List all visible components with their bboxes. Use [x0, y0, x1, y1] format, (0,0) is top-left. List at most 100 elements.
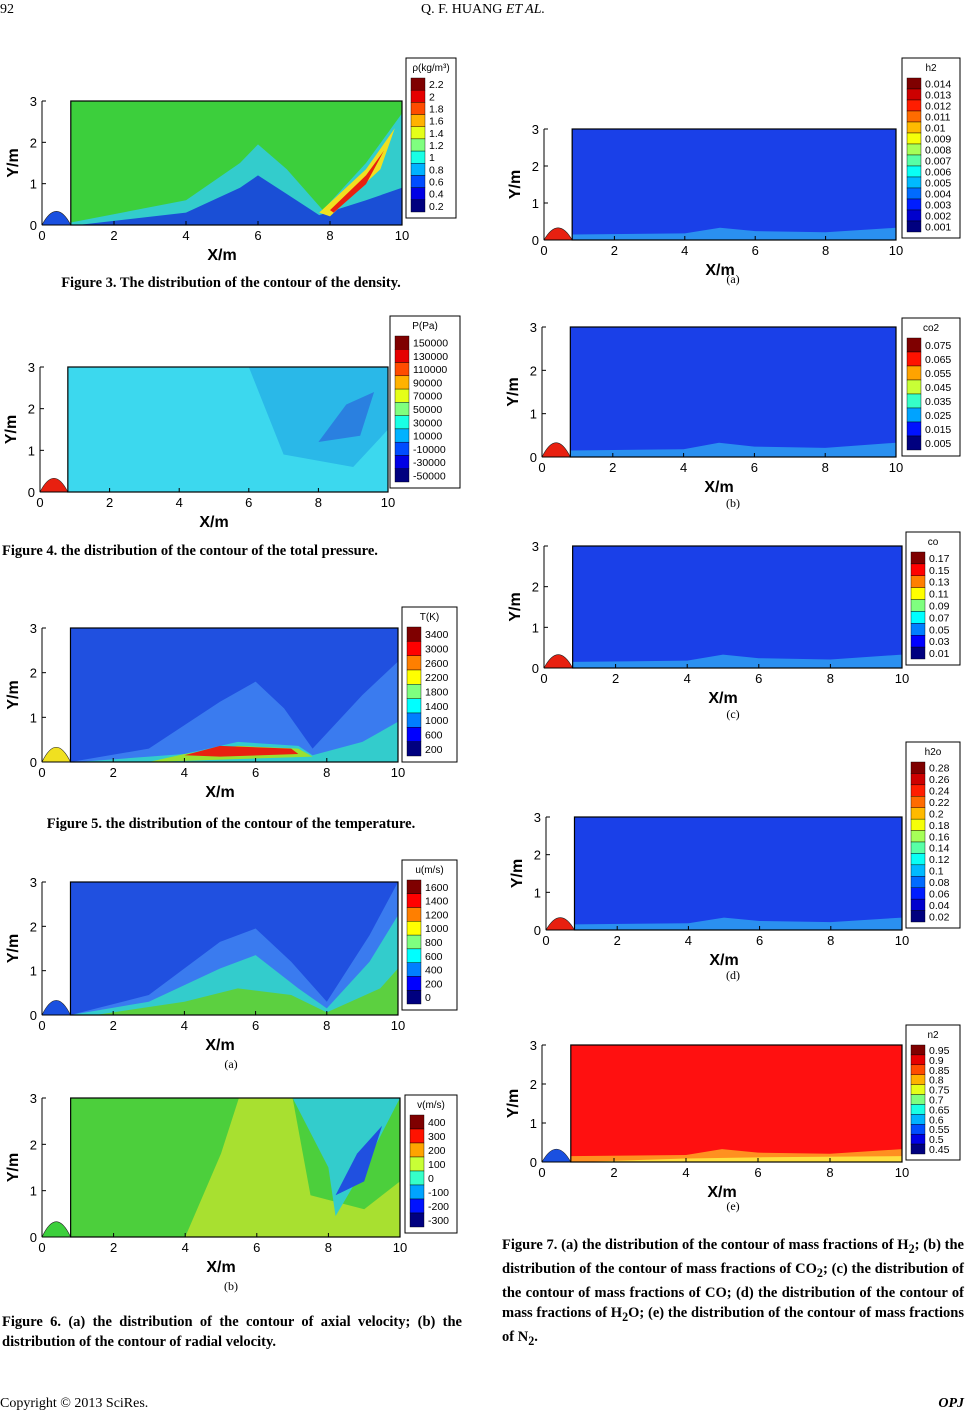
legend-level: 0.001 [925, 222, 951, 234]
legend-level: 0.26 [929, 774, 950, 786]
legend-level: 1400 [425, 701, 449, 713]
legend-swatch [410, 126, 426, 140]
legend-title: u(m/s) [415, 865, 443, 876]
x-tick-label: 10 [393, 1240, 407, 1255]
legend-level: 0.013 [925, 90, 951, 102]
contour-band [70, 915, 398, 1015]
contour-band [318, 392, 375, 442]
legend-level: 2 [429, 91, 435, 103]
x-tick-label: 2 [110, 765, 117, 780]
caption-text: ; (c) the distribution of the contour of… [502, 1260, 964, 1321]
y-axis-label: Y/m [5, 148, 22, 177]
y-tick-label: 2 [30, 1137, 37, 1152]
legend-swatch [910, 551, 926, 565]
legend-level: 0.05 [929, 624, 950, 636]
sub-label: (a) [224, 1057, 237, 1071]
x-tick-label: 6 [254, 228, 261, 243]
legend-swatch [406, 698, 422, 714]
legend-swatch [410, 77, 426, 91]
x-tick-label: 8 [315, 495, 322, 510]
legend-swatch [910, 807, 926, 820]
legend-level: 2200 [425, 672, 449, 684]
x-tick-label: 4 [681, 243, 688, 258]
legend-level: 0.4 [429, 189, 444, 201]
legend-swatch [906, 110, 922, 123]
sub-label: (e) [726, 1199, 739, 1213]
flow-field [572, 129, 896, 240]
legend-swatch [906, 435, 922, 451]
y-tick-label: 3 [532, 539, 539, 554]
legend-level: 0.45 [929, 1144, 950, 1156]
legend-level: 400 [425, 965, 443, 977]
legend-level: 0.6 [429, 177, 444, 189]
legend-swatch [906, 187, 922, 200]
x-tick-label: 10 [395, 228, 409, 243]
legend-swatch [906, 365, 922, 381]
legend-level: 0.1 [929, 866, 944, 878]
legend-level: 30000 [413, 417, 442, 429]
legend-level: 0.009 [925, 134, 951, 146]
legend-swatch [394, 402, 410, 416]
x-tick-label: 4 [684, 671, 691, 686]
legend-swatch [910, 1044, 926, 1056]
legend-swatch [406, 741, 422, 757]
legend-level: 0.22 [929, 797, 950, 809]
legend-swatch [906, 421, 922, 437]
caption-text: Figure 7. (a) the distribution of the co… [502, 1237, 909, 1253]
legend-level: 0.55 [929, 1124, 950, 1136]
x-axis-label: X/m [207, 247, 236, 264]
caption-text: O; (e) the distribution of the contour o… [502, 1304, 964, 1345]
subscript: 2 [816, 1265, 823, 1280]
y-tick-label: 3 [30, 875, 37, 890]
x-axis-label: X/m [707, 1184, 736, 1201]
contour-band [78, 175, 402, 225]
y-tick-label: 2 [530, 363, 537, 378]
contour-band [292, 1098, 400, 1217]
legend-swatch [910, 818, 926, 831]
contour-band [570, 442, 896, 457]
inlet [41, 1000, 71, 1016]
legend-level: 0.17 [929, 553, 950, 565]
legend-level: 0.6 [929, 1114, 944, 1126]
legend-swatch [910, 1054, 926, 1066]
legend-level: 0.8 [929, 1075, 944, 1087]
subscript: 2 [528, 1333, 535, 1348]
legend-level: 100 [428, 1159, 446, 1171]
legend-level: 0.85 [929, 1065, 950, 1077]
legend-swatch [910, 887, 926, 900]
caption: Figure 6. (a) the distribution of the co… [2, 1314, 462, 1350]
x-axis-label: X/m [705, 262, 734, 279]
legend-level: 1 [429, 152, 435, 164]
x-tick-label: 6 [756, 933, 763, 948]
legend-level: 400 [428, 1117, 446, 1129]
legend-level: 70000 [413, 391, 442, 403]
legend-swatch [906, 351, 922, 367]
legend-level: 1.6 [429, 116, 444, 128]
legend-level: 0.16 [929, 831, 950, 843]
legend-level: 0.13 [929, 577, 950, 589]
authors: Q. F. HUANG [421, 2, 503, 17]
legend-level: 0.11 [929, 589, 949, 601]
caption-text: ; (b) the distribution of the contour of… [502, 1237, 964, 1277]
x-tick-label: 0 [538, 460, 545, 475]
legend-title: T(K) [420, 612, 439, 623]
y-tick-label: 3 [30, 94, 37, 109]
legend-swatch [406, 934, 422, 950]
legend-swatch [910, 1094, 926, 1105]
x-tick-label: 8 [822, 243, 829, 258]
x-tick-label: 6 [751, 460, 758, 475]
legend-level: 0.004 [925, 189, 951, 201]
legend-swatch [406, 893, 422, 908]
legend-level: 300 [428, 1131, 446, 1143]
x-tick-label: 8 [827, 933, 834, 948]
x-tick-label: 0 [38, 228, 45, 243]
legend-swatch [409, 1170, 425, 1186]
legend-level: 0.065 [925, 354, 951, 366]
y-tick-label: 0 [30, 218, 37, 233]
copyright: Copyright © 2013 SciRes. [0, 1396, 149, 1411]
inlet [41, 746, 71, 763]
legend-level: 0.24 [929, 786, 950, 798]
contour-band [572, 654, 902, 668]
contour-band [70, 661, 398, 762]
